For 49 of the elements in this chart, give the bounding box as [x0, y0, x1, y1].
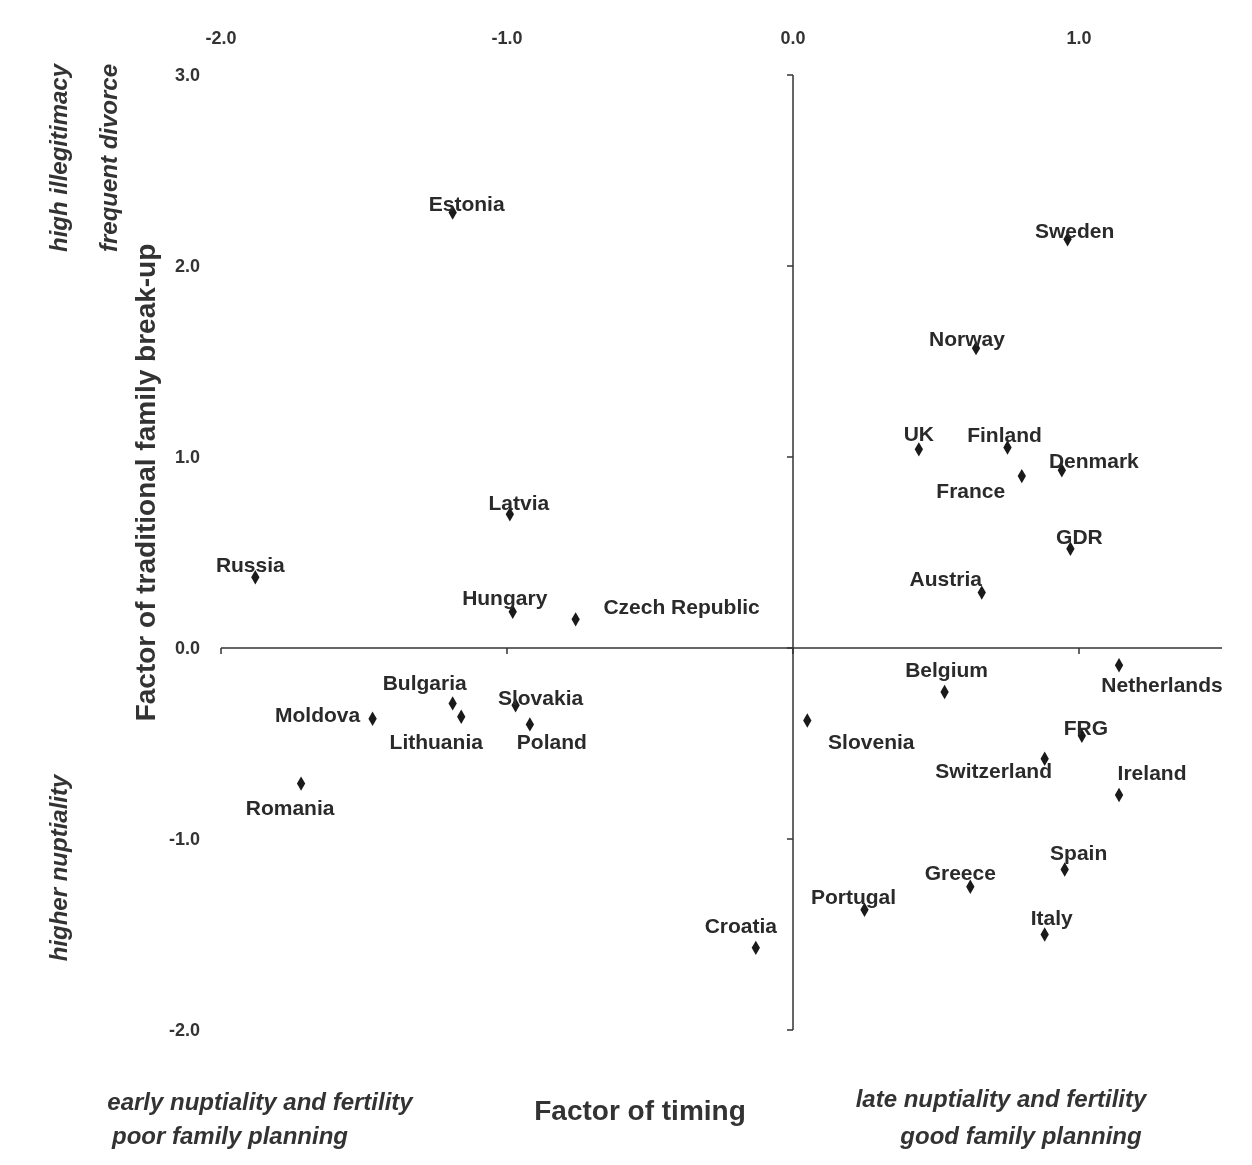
series-label: UK — [903, 421, 935, 445]
series-label: Moldova — [274, 703, 361, 727]
series-label: Belgium — [905, 658, 988, 682]
text: good family planning — [899, 1121, 1142, 1149]
y-tick-label: -2.0 — [168, 1020, 200, 1040]
series-label: Croatia — [704, 914, 778, 938]
x-tick-label: 0.0 — [780, 28, 806, 48]
series-label: Austria — [909, 567, 983, 591]
y-tick-label: 0.0 — [174, 638, 200, 658]
text: high illegitimacy — [44, 62, 72, 253]
x-tick-label: -1.0 — [491, 28, 523, 48]
series-label: Slovakia — [497, 685, 584, 709]
x-tick-label: 1.0 — [1066, 28, 1092, 48]
series-label: Bulgaria — [382, 670, 467, 694]
series-label: Estonia — [428, 192, 505, 216]
text: poor family planning — [110, 1121, 349, 1149]
series-label: Norway — [929, 326, 1006, 350]
series-label: Portugal — [810, 885, 897, 909]
series-label: Switzerland — [935, 759, 1053, 783]
series-label: Spain — [1050, 841, 1108, 865]
series-label: Romania — [245, 796, 335, 820]
series-label: France — [936, 478, 1006, 502]
y-axis-title: Factor of traditional family break-up — [129, 243, 161, 722]
series-label: Czech Republic — [603, 594, 761, 618]
series-label: FRG — [1063, 716, 1109, 740]
series-label: Sweden — [1034, 218, 1115, 242]
series-label: Poland — [516, 729, 587, 753]
y-tick-label: -1.0 — [168, 829, 200, 849]
series-label: Latvia — [488, 490, 550, 514]
series-label: Slovenia — [828, 730, 915, 754]
series-label: Italy — [1030, 906, 1074, 929]
series-label: Hungary — [462, 586, 548, 610]
series-label: Greece — [924, 861, 996, 885]
series-label: Russia — [215, 552, 286, 576]
y-tick-label: 1.0 — [174, 447, 200, 467]
series-label: Denmark — [1048, 448, 1140, 472]
text: late nuptiality and fertility — [855, 1084, 1148, 1112]
y-tick-label: 2.0 — [174, 256, 200, 276]
series-label: GDR — [1056, 525, 1103, 549]
x-tick-label: -2.0 — [205, 28, 237, 48]
x-axis-title: Factor of timing — [534, 1095, 746, 1126]
series-label: Lithuania — [389, 730, 484, 754]
text: early nuptiality and fertility — [107, 1087, 415, 1115]
text: higher nuptiality — [44, 773, 72, 962]
series-label: Ireland — [1117, 760, 1187, 784]
text: frequent divorce — [94, 63, 122, 253]
y-tick-label: 3.0 — [174, 65, 200, 85]
series-label: Finland — [967, 422, 1042, 446]
series-label: Netherlands — [1101, 672, 1223, 696]
